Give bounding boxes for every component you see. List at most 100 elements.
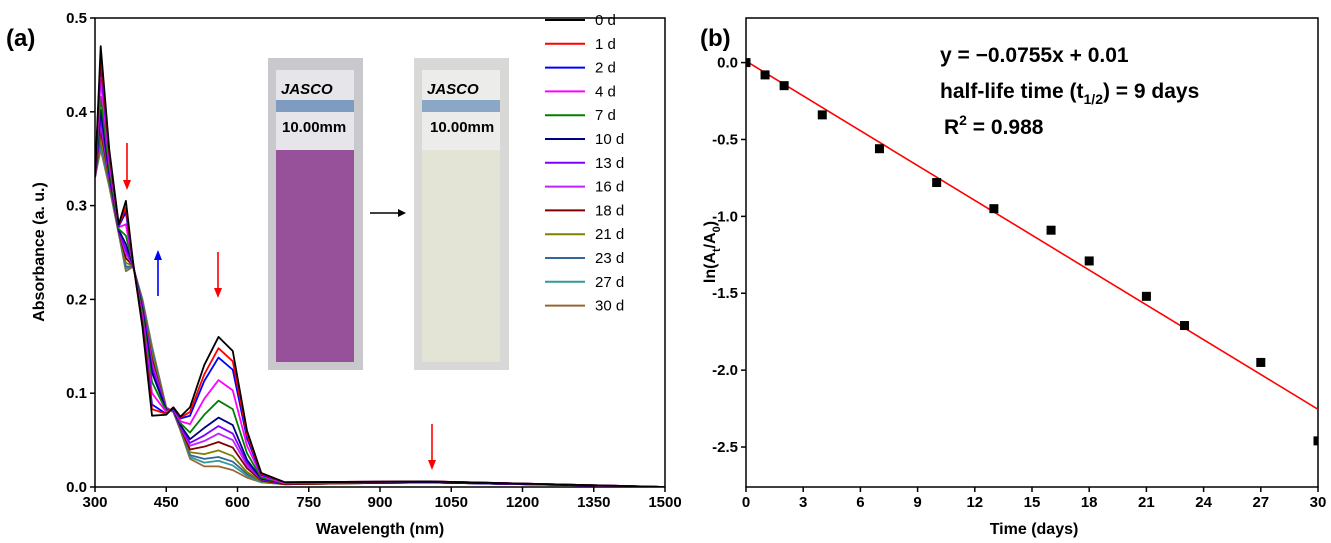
cuvette-mark: 10.00mm: [430, 119, 494, 136]
legend-label: 21 d: [595, 226, 624, 243]
y-tick-label: -1.5: [712, 285, 738, 302]
spectrum-line: [95, 136, 665, 487]
inset-photos: JASCO 10.00mm JASCO 10.00mm: [268, 58, 509, 370]
y-tick-label: 0.3: [66, 198, 87, 215]
plot-area: [746, 58, 1318, 446]
legend-label: 4 d: [595, 83, 616, 100]
cuvette-top: [276, 70, 354, 155]
y-tick-label: 0.5: [66, 10, 87, 27]
x-tick-label: 1200: [506, 494, 539, 511]
x-axis-label: Time (days): [990, 521, 1079, 538]
data-point: [1180, 321, 1190, 331]
x-tick-label: 0: [742, 494, 750, 511]
plot-area: [95, 45, 665, 487]
arrowhead: [123, 180, 131, 190]
legend-label: 16 d: [595, 179, 624, 196]
label-strip: [422, 100, 500, 112]
spectrum-line: [95, 144, 665, 487]
brand: JASCO: [427, 81, 479, 98]
y-label-sub: t: [711, 248, 723, 252]
y-label-part: ): [702, 221, 719, 226]
panel-label: (b): [700, 25, 731, 52]
y-tick-label: 0.4: [66, 104, 88, 121]
y-tick-label: -0.5: [712, 131, 738, 148]
data-point: [1084, 256, 1094, 266]
data-point: [1313, 436, 1318, 446]
data-point: [874, 144, 884, 154]
arrowhead: [214, 288, 222, 298]
x-tick-label: 18: [1081, 494, 1098, 511]
x-tick-label: 1050: [435, 494, 468, 511]
y-label-part: /A: [702, 232, 719, 248]
y-label-sub: 0: [711, 226, 723, 232]
x-tick-label: 9: [913, 494, 921, 511]
x-tick-label: 21: [1138, 494, 1155, 511]
spectrum-line: [95, 148, 665, 487]
y-label-part: ln(A: [702, 252, 719, 284]
legend-label: 27 d: [595, 274, 624, 291]
x-tick-label: 750: [296, 494, 321, 511]
x-tick-label: 12: [966, 494, 983, 511]
spectrum-line: [95, 140, 665, 487]
legend-label: 18 d: [595, 202, 624, 219]
x-tick-label: 30: [1310, 494, 1327, 511]
legend-label: 1 d: [595, 36, 616, 53]
x-tick-label: 450: [154, 494, 179, 511]
x-tick-label: 1350: [577, 494, 610, 511]
annotation-sub: 1/2: [1084, 91, 1104, 107]
y-tick-label: -1.0: [712, 208, 738, 225]
data-point: [746, 58, 751, 68]
data-point: [989, 204, 999, 214]
annotation: R2 = 0.988: [944, 112, 1044, 139]
legend-label: 30 d: [595, 298, 624, 315]
legend-label: 10 d: [595, 131, 624, 148]
annotation-part: = 0.988: [967, 116, 1044, 139]
data-point: [1141, 291, 1151, 301]
annotation: y = −0.0755x + 0.01: [940, 44, 1129, 67]
fit-line: [746, 60, 1318, 411]
arrowhead: [428, 460, 436, 470]
x-tick-label: 3: [799, 494, 807, 511]
label-strip: [276, 100, 354, 112]
y-tick-label: 0.1: [66, 385, 87, 402]
y-axis-label: ln(At/A0): [702, 221, 723, 283]
arrowhead: [154, 250, 162, 260]
cuvette-top: [422, 70, 500, 155]
annotation-part: R: [944, 116, 959, 139]
trend-arrows: [123, 143, 436, 470]
x-tick-label: 27: [1252, 494, 1269, 511]
x-tick-label: 900: [367, 494, 392, 511]
x-tick-label: 6: [856, 494, 864, 511]
legend-label: 2 d: [595, 60, 616, 77]
annotation-sup: 2: [959, 112, 967, 128]
x-tick-label: 300: [82, 494, 107, 511]
purple-solution: [276, 150, 354, 362]
data-point: [1256, 357, 1266, 367]
x-tick-label: 24: [1195, 494, 1212, 511]
annotation: half-life time (t1/2) = 9 days: [940, 80, 1199, 107]
data-point: [760, 70, 770, 80]
y-axis-label: Absorbance (a. u.): [31, 182, 48, 322]
y-tick-label: -2.5: [712, 439, 738, 456]
annotation-part: ) = 9 days: [1103, 80, 1199, 103]
y-tick-label: 0.0: [717, 55, 738, 72]
data-point: [1046, 225, 1056, 235]
panel-label: (a): [6, 25, 35, 52]
x-tick-label: 15: [1024, 494, 1041, 511]
x-tick-label: 1500: [648, 494, 681, 511]
legend-label: 7 d: [595, 107, 616, 124]
spectrum-line: [95, 45, 665, 487]
legend-label: 13 d: [595, 155, 624, 172]
legend-label: 0 d: [595, 12, 616, 29]
annotation-part: half-life time (t: [940, 80, 1084, 103]
y-tick-label: 0.2: [66, 291, 87, 308]
x-axis-label: Wavelength (nm): [316, 521, 444, 538]
arrowhead: [398, 209, 406, 217]
legend-label: 23 d: [595, 250, 624, 267]
clear-solution: [422, 150, 500, 362]
data-point: [779, 81, 789, 91]
y-tick-label: 0.0: [66, 479, 87, 496]
data-point: [817, 110, 827, 120]
y-tick-label: -2.0: [712, 362, 738, 379]
